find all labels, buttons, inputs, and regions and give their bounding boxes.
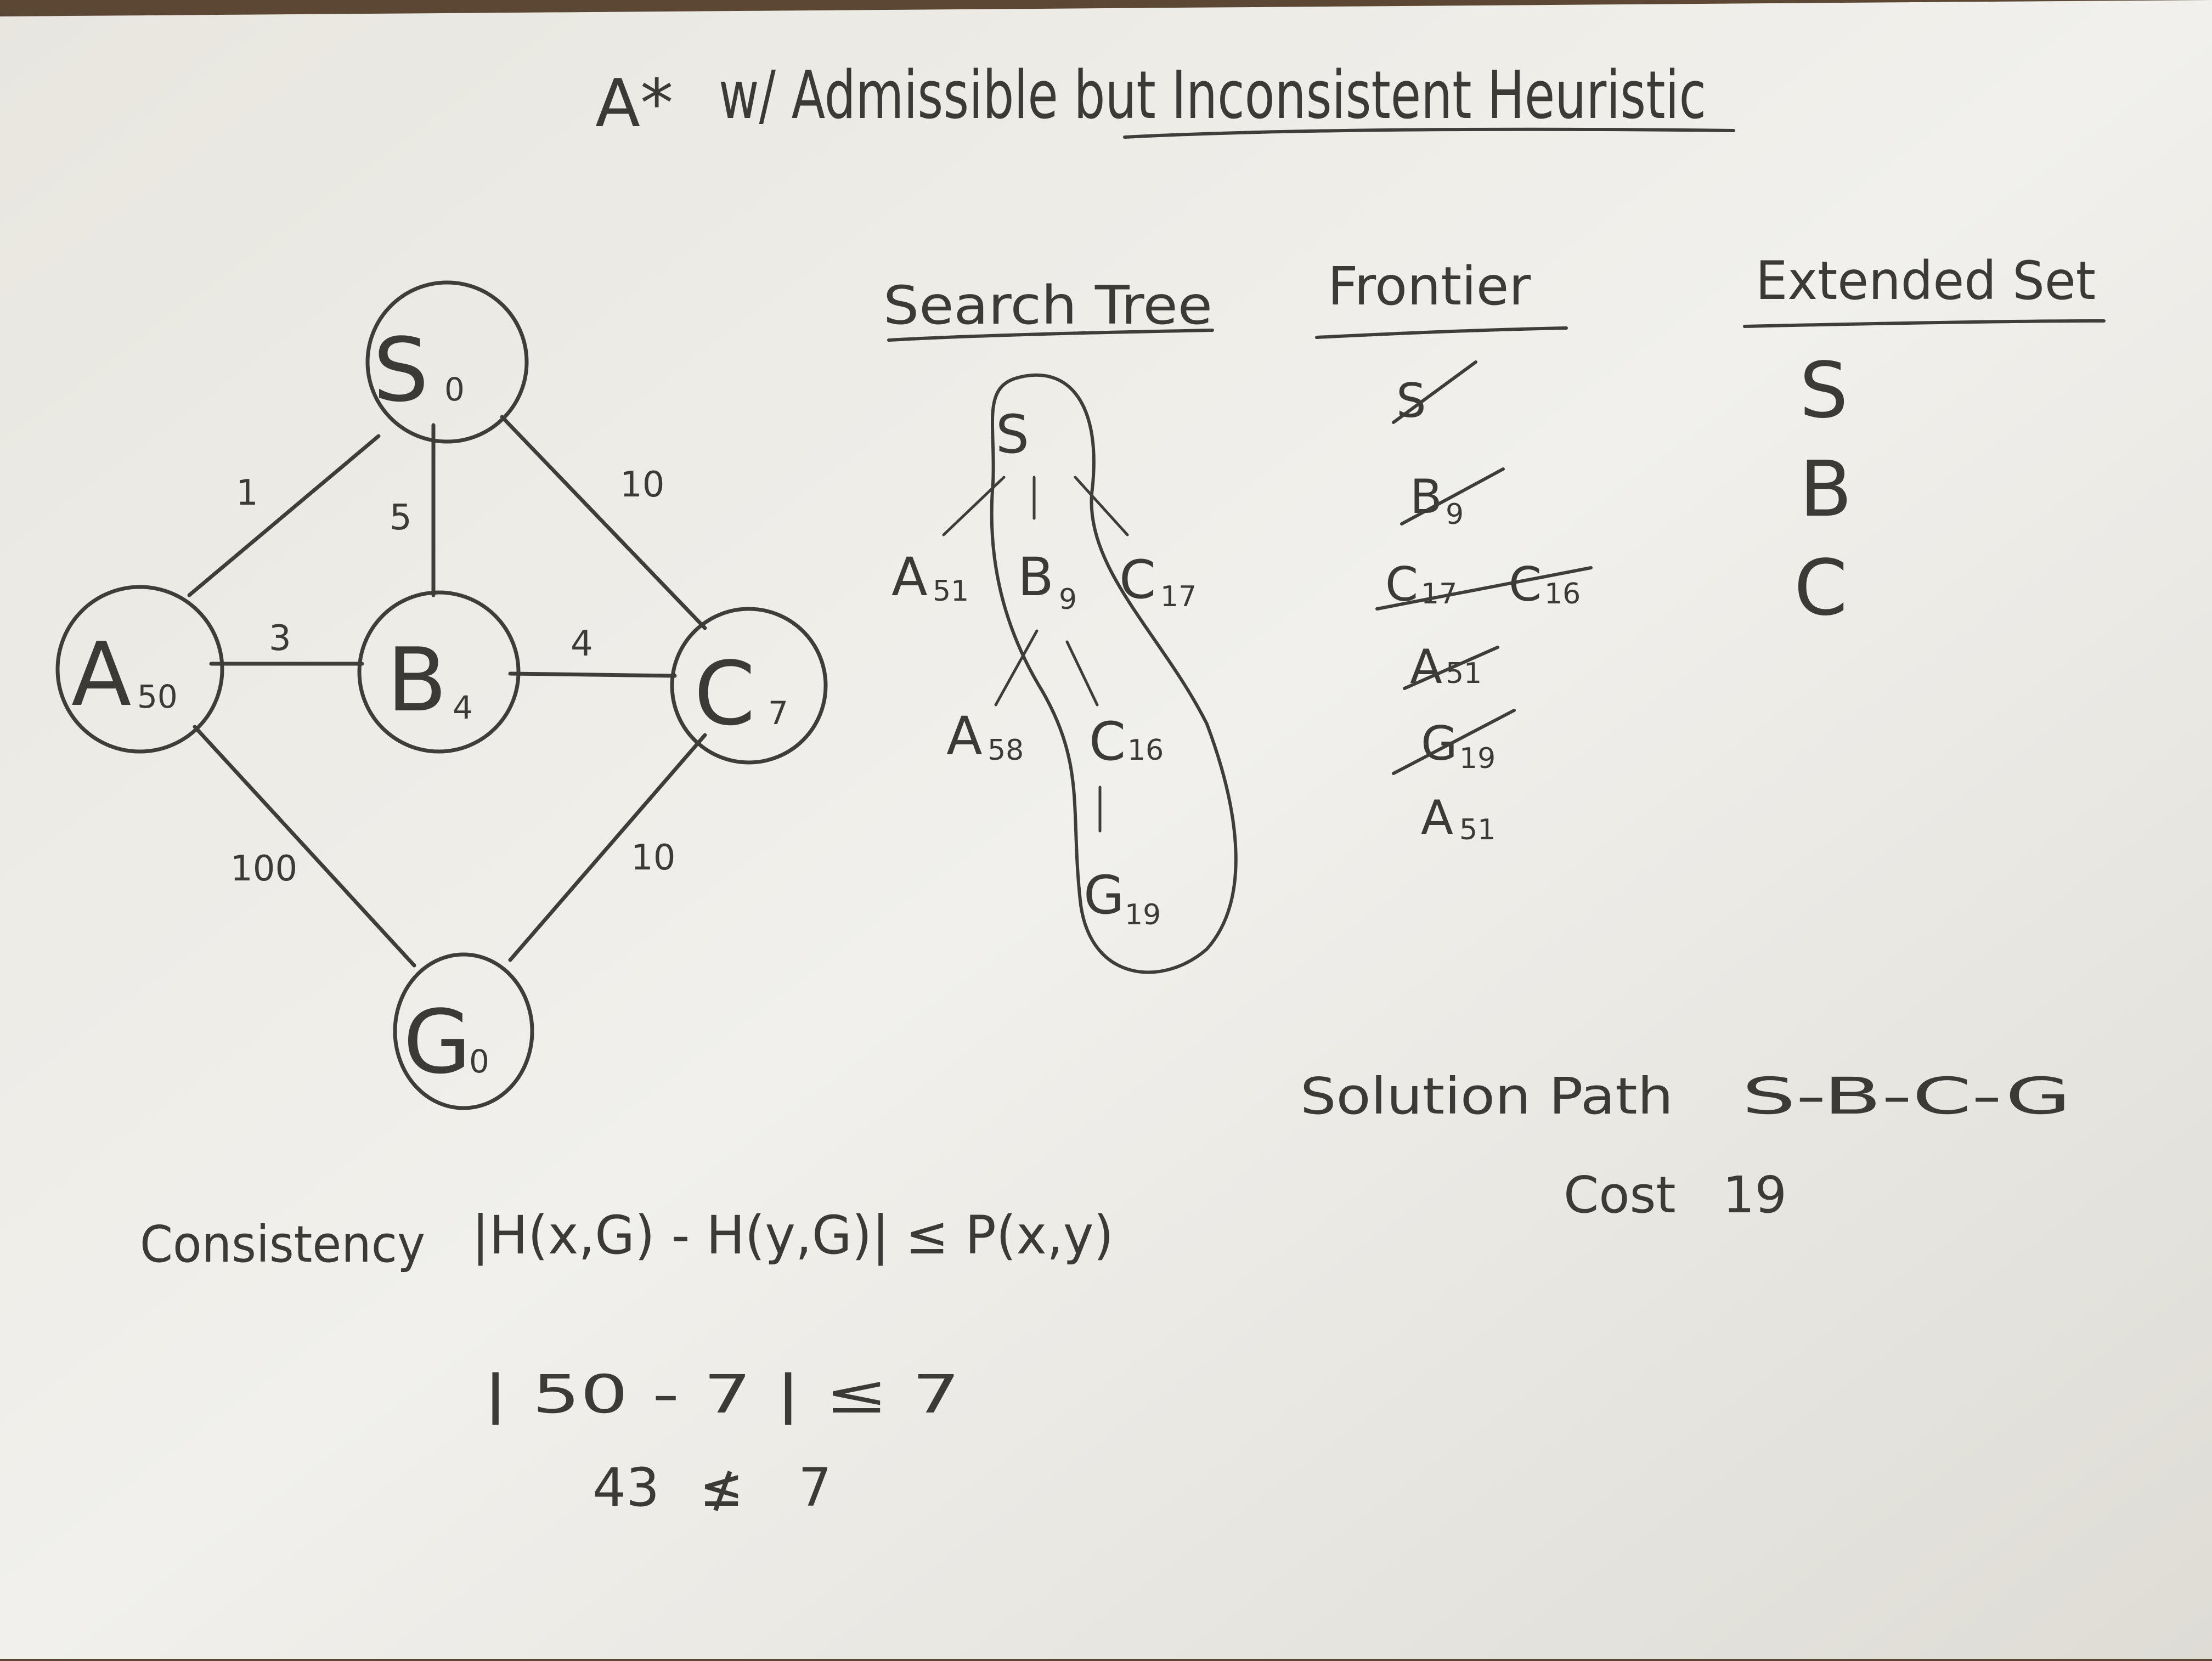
solution-cost-label: Cost [1564,1166,1676,1224]
graph-node-b-letter: B [387,629,447,731]
tree-edge-b-c [1065,640,1099,707]
graph-node-c-h: 7 [768,694,788,732]
consistency-line-2: | 50 - 7 | ≤ 7 [483,1364,960,1426]
strike-line [1400,467,1505,526]
title-underline [1123,127,1735,139]
tree-node-c2-letter: C [1089,711,1126,772]
extended-set-header-underline [1743,319,2106,328]
tree-node-s: S [996,404,1029,465]
frontier-item: C [1509,557,1542,612]
title-rest: w/ Admissible but Inconsistent Heuristic [719,58,1706,134]
tree-node-b-letter: B [1018,546,1054,608]
frontier-item-value: 9 [1446,498,1464,531]
graph-node-s-letter: S [373,319,429,421]
frontier-header-underline [1315,326,1568,339]
tree-edge-s-a [942,476,1006,536]
frontier-item-value: 19 [1459,742,1496,775]
page-title: A* w/ Admissible but Inconsistent Heuris… [595,58,1735,142]
graph-node-c-letter: C [694,642,755,745]
state-graph: 1 5 10 3 4 100 10 S 0 A 50 B 4 C 7 [55,280,828,1110]
edge-b-c [508,671,677,678]
consistency-line-3-op: ≰ [699,1457,743,1518]
tree-node-a2-letter: A [946,705,983,767]
extended-set-item: S [1799,346,1848,436]
edge-cost-s-c: 10 [620,465,664,505]
extended-set-header: Extended Set [1756,250,2096,312]
graph-node-s: S 0 [365,280,529,444]
edge-cost-a-g: 100 [230,849,297,889]
consistency-formula: |H(x,G) - H(y,G)| ≤ P(x,y) [472,1205,1114,1267]
tree-node-c1-letter: C [1119,549,1156,611]
frontier-item-active-value: 51 [1459,813,1496,846]
tree-edge-b-a [994,629,1039,707]
tree-node-a2-value: 58 [988,734,1024,767]
strike-line [1403,646,1499,690]
search-tree: Search Tree S A 51 B 9 C 17 A 58 C 16 G … [883,275,1238,974]
extended-set-item: C [1794,544,1848,633]
solution-path-label: Solution Path [1300,1067,1673,1126]
edge-cost-b-c: 4 [571,624,593,664]
edge-cost-s-a: 1 [236,473,258,513]
frontier-item-active: A [1421,790,1453,845]
tree-node-a1-value: 51 [933,575,969,608]
title-main: A* [595,66,673,142]
graph-node-b-h: 4 [453,689,473,726]
strike-line [1392,360,1477,424]
tree-node-g-letter: G [1084,865,1124,926]
edge-cost-c-g: 10 [631,838,675,878]
strike-line [1392,709,1516,775]
tree-node-c1-value: 17 [1160,580,1197,613]
consistency-line-3-rhs: 7 [798,1457,832,1518]
solution-summary: Solution Path S-B-C-G Cost 19 [1300,1067,2071,1224]
strike-line [1375,566,1593,611]
graph-node-a: A 50 [55,585,224,754]
tree-edge-s-c [1074,476,1129,536]
graph-node-b: B 4 [357,590,521,754]
edge-cost-a-b: 3 [269,618,291,659]
consistency-label: Consistency [140,1215,425,1274]
graph-node-g: G 0 [393,952,534,1110]
frontier-item-value: 16 [1544,578,1581,611]
graph-node-g-h: 0 [469,1043,489,1080]
graph-node-s-h: 0 [444,371,465,408]
frontier-item: A [1410,640,1442,694]
frontier-header: Frontier [1328,256,1531,317]
edge-s-c [500,415,707,630]
graph-node-c: C 7 [670,607,828,765]
edge-a-g [193,725,416,968]
solution-cost-value: 19 [1723,1166,1787,1224]
extended-set-item: B [1799,445,1852,534]
edge-s-a [187,434,381,597]
graph-node-g-letter: G [403,991,471,1093]
tree-node-a1-letter: A [891,546,928,608]
frontier-column: Frontier S B 9 C 17 C 16 A 51 G 19 A 51 [1315,256,1593,846]
consistency-line-3-lhs: 43 [592,1457,659,1518]
solution-path-loop [990,373,1238,974]
graph-node-a-h: 50 [137,678,178,715]
tree-node-c2-value: 16 [1127,734,1164,767]
search-tree-header-underline [887,329,1214,342]
tree-node-g-value: 19 [1125,899,1161,931]
edge-cost-s-b: 5 [390,498,412,538]
edge-c-g [508,733,707,962]
consistency-check: Consistency |H(x,G) - H(y,G)| ≤ P(x,y) |… [140,1205,1114,1518]
solution-path-value: S-B-C-G [1742,1067,2071,1126]
tree-node-b-value: 9 [1059,583,1077,616]
search-tree-header: Search Tree [883,275,1212,336]
graph-node-a-letter: A [71,623,131,726]
extended-set-column: Extended Set S B C [1743,250,2106,633]
